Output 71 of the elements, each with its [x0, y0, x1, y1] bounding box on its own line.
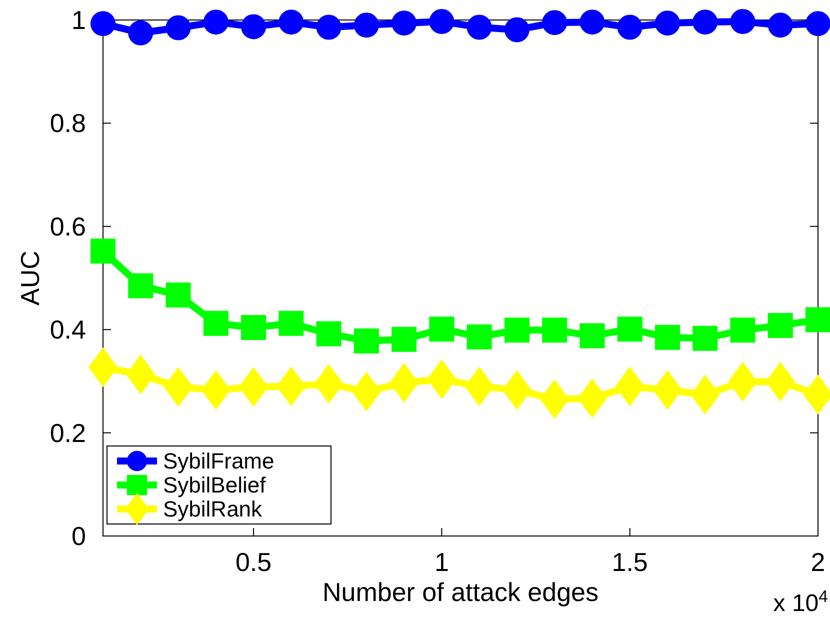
- point: [504, 318, 530, 343]
- point: [502, 370, 532, 410]
- point: [241, 14, 266, 40]
- point: [542, 10, 568, 36]
- legend-label: SybilBelief: [163, 472, 267, 498]
- point: [692, 10, 718, 35]
- point: [316, 14, 342, 40]
- point: [276, 366, 306, 406]
- point: [580, 10, 605, 35]
- legend-label: SybilRank: [163, 496, 264, 522]
- point: [90, 238, 116, 264]
- x-axis-title: Number of attack edges: [322, 577, 599, 607]
- point: [768, 312, 793, 338]
- y-tick-label: 0: [72, 521, 86, 551]
- point: [615, 366, 644, 406]
- legend-label: SybilFrame: [163, 448, 274, 474]
- point: [241, 315, 266, 340]
- point: [617, 316, 642, 342]
- point: [316, 321, 342, 346]
- point: [128, 273, 154, 298]
- point: [466, 324, 492, 350]
- y-axis-title: AUC: [15, 250, 45, 306]
- point: [429, 316, 454, 342]
- y-tick-label: 0.8: [50, 108, 86, 138]
- point: [390, 363, 419, 402]
- point: [466, 14, 492, 40]
- point: [90, 11, 116, 36]
- point: [278, 310, 304, 336]
- point: [690, 375, 720, 414]
- point: [88, 348, 118, 387]
- x-tick-label: 2: [810, 547, 826, 577]
- text: x 10$^{4}$: [773, 586, 828, 617]
- point: [392, 10, 417, 36]
- point: [730, 318, 756, 343]
- point: [352, 372, 381, 412]
- point: [654, 324, 680, 350]
- y-tick-label: 0.6: [50, 211, 86, 242]
- x-tick-label: 1.5: [612, 547, 648, 577]
- point: [278, 10, 304, 35]
- point: [427, 360, 456, 399]
- point: [654, 10, 680, 36]
- point: [203, 310, 228, 336]
- x-tick-label: 0.5: [235, 547, 272, 577]
- point: [580, 323, 605, 348]
- x-tick-label: 1: [434, 547, 449, 577]
- point: [429, 9, 454, 34]
- point: [464, 366, 494, 406]
- point: [128, 20, 154, 46]
- point: [806, 11, 830, 36]
- point: [504, 17, 530, 42]
- point: [730, 9, 756, 34]
- point: [126, 354, 156, 394]
- point: [354, 328, 379, 354]
- point: [203, 10, 228, 35]
- point: [617, 14, 642, 40]
- point: [768, 12, 793, 38]
- point: [164, 367, 193, 406]
- point: [806, 307, 830, 332]
- point: [314, 364, 344, 404]
- point: [201, 370, 230, 410]
- point: [166, 282, 191, 308]
- point: [542, 318, 568, 343]
- point: [578, 378, 607, 418]
- point: [692, 326, 718, 351]
- point: [652, 370, 682, 410]
- y-tick-label: 0.4: [50, 314, 86, 345]
- y-tick-label: 1: [72, 5, 86, 35]
- point: [166, 15, 191, 40]
- point: [354, 12, 379, 38]
- point: [392, 326, 417, 352]
- y-tick-label: 0.2: [50, 418, 86, 448]
